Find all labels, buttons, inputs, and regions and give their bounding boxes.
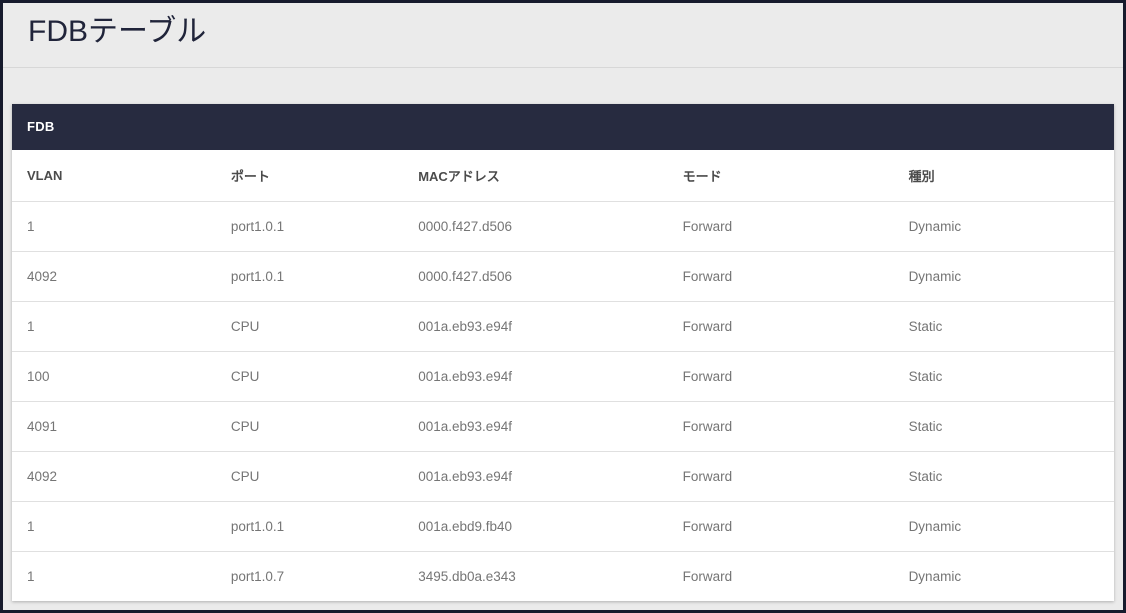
table-header-row: VLAN ポート MACアドレス モード 種別 xyxy=(12,150,1114,202)
table-cell: Forward xyxy=(667,451,894,502)
table-cell: Static xyxy=(893,351,1114,402)
table-cell: Forward xyxy=(667,301,894,352)
table-cell: Forward xyxy=(667,201,894,252)
table-row: 100 CPU 001a.eb93.e94f Forward Static xyxy=(12,351,1114,402)
table-cell: CPU xyxy=(215,451,404,502)
table-row: 4092 CPU 001a.eb93.e94f Forward Static xyxy=(12,451,1114,502)
table-cell: Static xyxy=(893,301,1114,352)
table-row: 4092 port1.0.1 0000.f427.d506 Forward Dynami… xyxy=(12,251,1114,302)
table-cell: Static xyxy=(893,451,1114,502)
page-title: FDBテーブル xyxy=(28,15,207,48)
table-cell: CPU xyxy=(215,401,404,452)
column-header-mac-address: MACアドレス xyxy=(403,150,668,202)
table-cell: Forward xyxy=(667,251,894,302)
table-cell: 0000.f427.d506 xyxy=(403,251,668,302)
table-cell: Dynamic xyxy=(893,251,1114,302)
fdb-panel: FDB VLAN ポート MACアドレス モード 種別 1 port1.0.1 00… xyxy=(12,104,1114,601)
column-header-port: ポート xyxy=(215,150,404,202)
table-cell: 4092 xyxy=(12,251,216,302)
table-cell: 100 xyxy=(12,351,216,402)
table-cell: Dynamic xyxy=(893,501,1114,552)
table-row: 4091 CPU 001a.eb93.e94f Forward Static xyxy=(12,401,1114,452)
column-header-mode: モード xyxy=(667,150,894,202)
table-cell: port1.0.1 xyxy=(215,201,404,252)
table-cell: Dynamic xyxy=(908,568,962,584)
table-cell: 1 xyxy=(12,201,216,252)
table-cell: 001a.eb93.e94f xyxy=(403,451,668,502)
column-header-vlan: VLAN xyxy=(12,150,216,202)
table-cell: 4091 xyxy=(12,401,216,452)
table-cell: 001a.eb93.e94f xyxy=(403,351,668,402)
table-cell: Forward xyxy=(667,501,894,552)
table-cell: port1.0.7 xyxy=(230,568,285,584)
fdb-table: VLAN ポート MACアドレス モード 種別 1 port1.0.1 0000.f… xyxy=(12,150,1114,601)
fdb-table-body: 1 port1.0.1 0000.f427.d506 Forward Dynamic 40… xyxy=(12,201,1114,601)
table-row: 1 port1.0.1 001a.ebd9.fb40 Forward Dynamic xyxy=(12,501,1114,552)
table-cell: Dynamic xyxy=(893,201,1114,252)
table-cell: 001a.eb93.e94f xyxy=(403,301,668,352)
table-cell: port1.0.1 xyxy=(215,251,404,302)
table-cell: CPU xyxy=(215,301,404,352)
table-cell: port1.0.1 xyxy=(215,501,404,552)
column-header-type: 種別 xyxy=(893,150,1114,202)
table-cell: Forward xyxy=(667,401,894,452)
table-cell: 001a.ebd9.fb40 xyxy=(403,501,668,552)
fdb-panel-header: FDB xyxy=(12,104,1114,150)
table-cell: 4092 xyxy=(12,451,216,502)
table-cell: Forward xyxy=(682,568,733,584)
table-cell: 1 xyxy=(27,568,35,584)
table-cell: 3495.db0a.e343 xyxy=(418,568,516,584)
table-cell: 001a.eb93.e94f xyxy=(403,401,668,452)
table-cell: 0000.f427.d506 xyxy=(403,201,668,252)
table-cell: CPU xyxy=(215,351,404,402)
table-row: 1 CPU 001a.eb93.e94f Forward Static xyxy=(12,301,1114,352)
table-cell: 1 xyxy=(12,301,216,352)
table-row: 1 port1.0.7 3495.db0a.e343 Forward Dynamic xyxy=(12,551,1114,601)
table-cell: 1 xyxy=(12,501,216,552)
page-header: FDBテーブル xyxy=(3,3,1123,68)
table-cell: Static xyxy=(893,401,1114,452)
table-cell: Forward xyxy=(667,351,894,402)
table-row: 1 port1.0.1 0000.f427.d506 Forward Dynamic xyxy=(12,201,1114,252)
